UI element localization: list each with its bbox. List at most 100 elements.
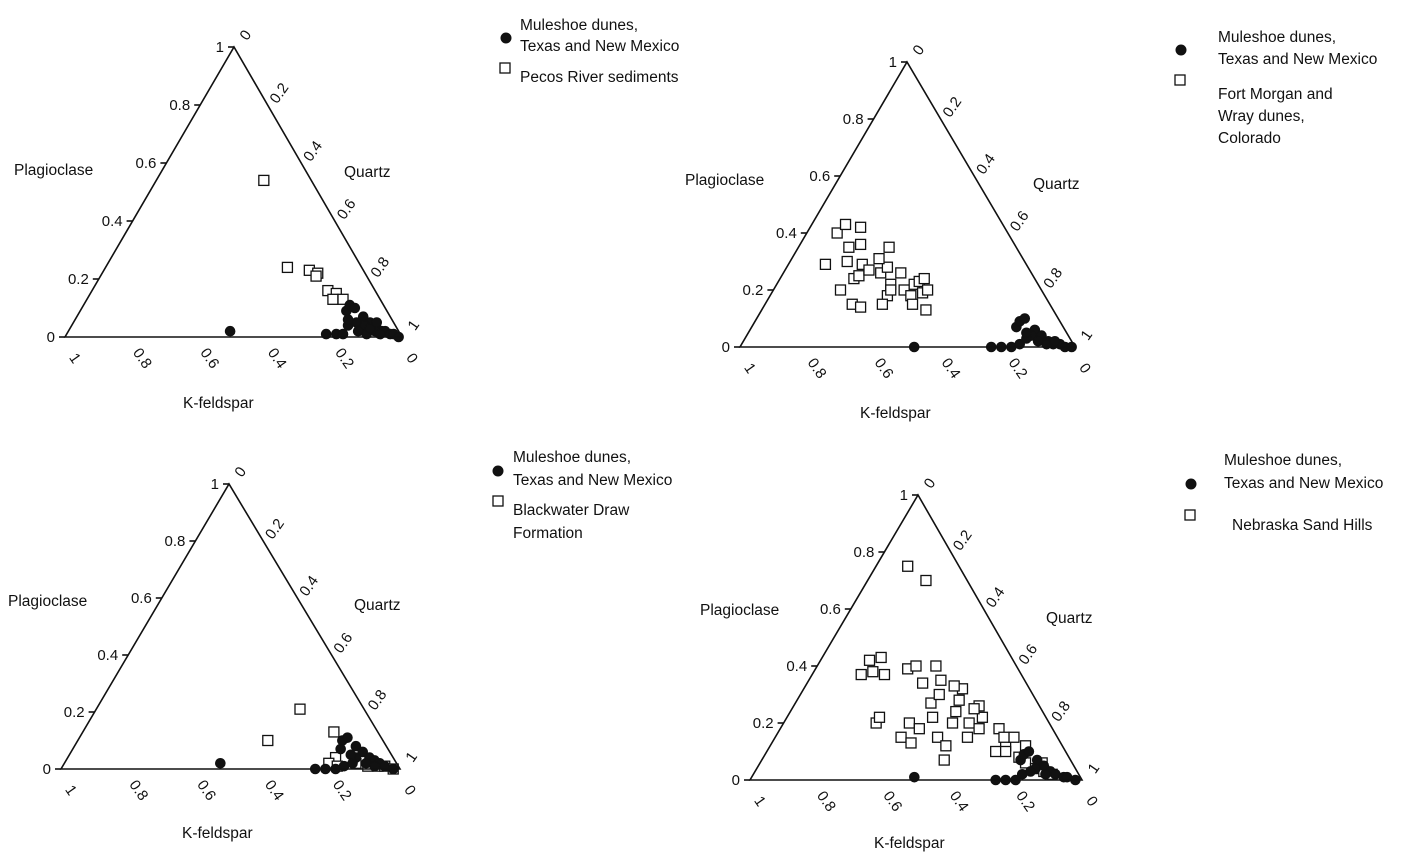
data-point-open-square [920,304,932,316]
plagioclase-tick-label: 0.8 [169,97,190,114]
legend-label-line: Pecos River sediments [520,69,679,86]
k-feldspar-tick-label: 0.2 [329,777,355,804]
data-point-open-square [918,272,930,285]
legend-open-square-marker [499,62,511,74]
quartz-tick-label: 0.4 [983,584,1009,611]
k-feldspar-tick-label: 0.2 [1005,355,1031,382]
k-feldspar-tick-label: 0.2 [331,345,357,372]
data-point-open-square [906,298,919,310]
plagioclase-tick-label: 0.8 [165,533,186,550]
legend-label-line: Wray dunes, [1218,108,1305,125]
quartz-tick-label: 0.2 [267,80,293,107]
data-point-open-square [948,680,960,692]
data-point-open-square [328,726,340,738]
data-point-open-square [935,674,947,686]
k-feldspar-tick-label: 0 [400,782,419,799]
data-point-open-square [926,711,939,723]
data-point-open-square [916,677,929,689]
data-point-open-square [931,731,944,743]
quartz-tick-label: 0.6 [1007,208,1033,235]
k-feldspar-tick-label: 0.8 [813,788,839,815]
data-point-open-square [1008,731,1020,743]
k-feldspar-tick-label: 0.6 [197,345,223,372]
data-point-open-square [910,660,922,672]
legend-label-line: Colorado [1218,130,1281,147]
data-point-open-square [885,284,897,296]
k-feldspar-tick-label: 0.6 [880,788,906,815]
data-point-filled-circle [224,325,236,337]
panel-2-points [215,703,399,775]
data-point-open-square [933,688,945,701]
data-point-open-square [855,668,867,681]
quartz-tick-label: 0.8 [367,254,393,281]
k-feldspar-tick-label: 0.6 [871,355,897,382]
data-point-open-square [990,745,1002,758]
legend-label-line: Texas and New Mexico [1224,475,1383,492]
data-point-filled-circle [350,740,362,752]
legend-filled-circle-marker [1185,478,1197,490]
quartz-tick-label: 0.8 [1040,265,1066,292]
plagioclase-tick-label: 0 [43,761,51,778]
plagioclase-tick-label: 0.6 [136,155,157,172]
legend-label-line: Formation [513,525,583,542]
quartz-tick-label: 0 [237,27,256,44]
data-point-open-square [968,703,980,715]
data-point-filled-circle [1023,746,1035,757]
k-feldspar-tick-label: 0.4 [261,777,287,804]
data-point-open-square [863,654,876,666]
data-point-open-square [819,258,832,271]
quartz-tick-label: 0.6 [1015,641,1041,668]
legend-label-line: Texas and New Mexico [520,38,679,55]
data-point-open-square [876,298,889,310]
quartz-tick-label: 0.2 [262,516,288,543]
data-point-open-square [953,694,965,706]
legend: Muleshoe dunes, Texas and New Mexico Neb… [1184,452,1383,534]
data-point-open-square [873,252,885,265]
k-feldspar-tick-label: 0 [1075,360,1094,377]
data-point-filled-circle [335,743,346,755]
plagioclase-tick-label: 1 [889,54,897,71]
plagioclase-tick-label: 0.4 [102,213,123,230]
quartz-tick-label: 1 [402,749,421,766]
legend-label-line: Muleshoe dunes, [520,17,638,34]
legend-label-line: Texas and New Mexico [513,472,672,489]
data-point-open-square [843,241,855,253]
data-point-open-square [841,255,853,268]
data-point-open-square [930,660,942,672]
legend: Muleshoe dunes, Texas and New Mexico Bla… [492,449,672,542]
data-point-filled-circle [345,749,357,761]
data-point-open-square [940,740,952,752]
data-point-open-square [881,261,894,273]
k-feldspar-tick-label: 0.6 [193,777,219,804]
plagioclase-axis-label: Plagioclase [14,162,93,179]
plagioclase-tick-label: 0.2 [68,271,89,288]
k-feldspar-tick-label: 1 [740,360,759,377]
plagioclase-tick-label: 0.8 [854,544,875,561]
quartz-axis-label: Quartz [354,597,401,614]
quartz-tick-label: 0.2 [939,94,965,121]
plagioclase-tick-label: 0.4 [786,658,807,675]
data-point-open-square [925,697,937,709]
data-point-filled-circle [342,314,354,325]
k-feldspar-tick-label: 0.2 [1012,788,1038,815]
k-feldspar-tick-label: 0.8 [804,355,830,382]
legend: Muleshoe dunes, Texas and New Mexico For… [1174,29,1377,147]
ternary-triangle-outline [738,60,1077,348]
quartz-tick-label: 0.4 [296,573,322,600]
legend: Muleshoe dunes, Texas and New Mexico Pec… [499,17,679,86]
data-point-open-square [999,745,1012,758]
data-point-open-square [839,218,852,231]
data-point-open-square [281,261,294,274]
quartz-tick-label: 0.4 [973,151,999,178]
k-feldspar-axis-label: K-feldspar [874,835,945,852]
plagioclase-tick-label: 0 [732,772,740,789]
data-point-open-square [853,270,865,282]
data-point-open-square [913,723,925,735]
k-feldspar-tick-label: 1 [65,350,84,367]
legend-filled-circle-marker [1175,44,1187,56]
plagioclase-tick-label: 0.6 [809,168,830,185]
legend-label-line: Muleshoe dunes, [1224,452,1342,469]
plagioclase-axis-label: Plagioclase [8,593,87,610]
data-point-filled-circle [1025,766,1036,777]
data-point-open-square [875,267,887,279]
